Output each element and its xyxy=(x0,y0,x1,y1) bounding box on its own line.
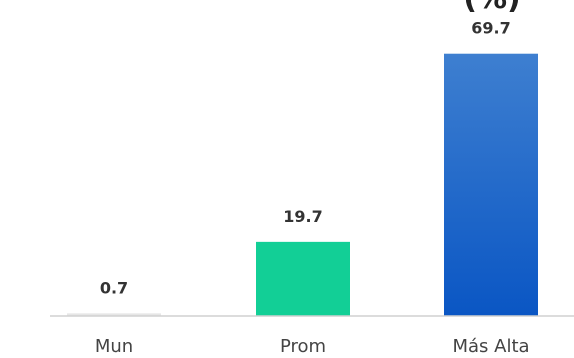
category-label-mun: Mun xyxy=(95,336,133,357)
bar-mun xyxy=(67,313,161,316)
data-label-mas-alta: 69.7 xyxy=(471,19,510,38)
bar-mas-alta xyxy=(444,53,538,317)
chart-title-fragment: (%) xyxy=(463,0,520,16)
category-label-mas-alta: Más Alta xyxy=(452,336,529,357)
data-label-prom: 19.7 xyxy=(283,207,322,226)
category-label-prom: Prom xyxy=(280,336,326,357)
bar-prom xyxy=(256,241,350,316)
data-label-mun: 0.7 xyxy=(100,278,128,297)
